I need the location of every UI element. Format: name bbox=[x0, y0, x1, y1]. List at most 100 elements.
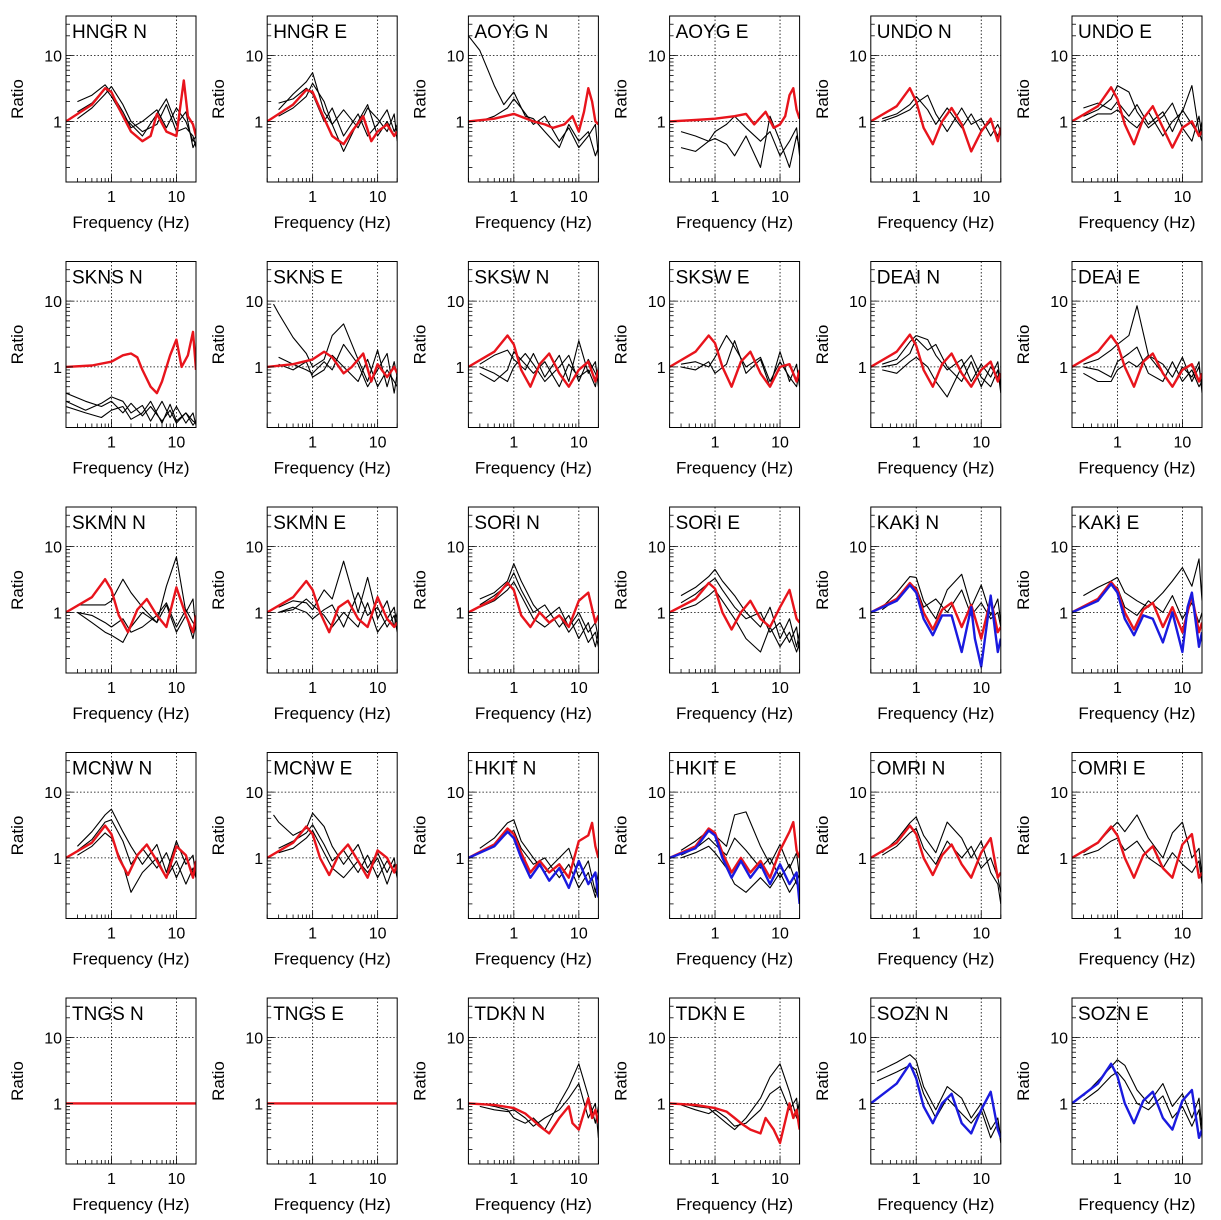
red-curve bbox=[1072, 825, 1202, 879]
y-axis-label: Ratio bbox=[209, 816, 228, 856]
x-tick-label: 10 bbox=[972, 189, 990, 206]
x-axis-label: Frequency (Hz) bbox=[676, 213, 793, 232]
panel-title: OMRI N bbox=[877, 759, 946, 780]
panel: 1 10 1 10 Frequency (Hz) Ratio SKNS N bbox=[8, 261, 197, 478]
observed-curve bbox=[680, 115, 800, 168]
panel-title: AOYG E bbox=[676, 22, 749, 43]
observed-curve bbox=[479, 563, 599, 639]
x-tick-label: 1 bbox=[1113, 1171, 1122, 1188]
y-tick-label: 10 bbox=[1050, 1031, 1068, 1048]
x-tick-label: 1 bbox=[711, 680, 720, 697]
y-tick-label: 1 bbox=[53, 851, 62, 868]
observed-curve bbox=[278, 82, 398, 152]
red-curve bbox=[66, 79, 196, 143]
curves bbox=[267, 812, 398, 885]
red-curve bbox=[267, 825, 398, 879]
observed-curve bbox=[680, 837, 800, 885]
x-tick-label: 10 bbox=[168, 189, 186, 206]
red-curve bbox=[870, 87, 1001, 153]
y-tick-label: 1 bbox=[858, 360, 867, 377]
red-curve bbox=[1072, 86, 1202, 149]
y-axis-label: Ratio bbox=[1014, 816, 1033, 856]
x-tick-label: 10 bbox=[168, 435, 186, 452]
x-tick-label: 1 bbox=[308, 926, 317, 943]
y-tick-label: 10 bbox=[245, 1031, 263, 1048]
y-tick-label: 10 bbox=[849, 785, 867, 802]
x-tick-label: 1 bbox=[107, 926, 116, 943]
panel-title: SOZN E bbox=[1078, 1004, 1149, 1025]
panel: 1 10 1 10 Frequency (Hz) Ratio OMRI N bbox=[813, 752, 1002, 969]
y-tick-label: 1 bbox=[53, 1096, 62, 1113]
x-tick-label: 1 bbox=[1113, 926, 1122, 943]
panel: 1 10 1 10 Frequency (Hz) Ratio MCNW E bbox=[209, 752, 398, 969]
panel: 1 10 1 10 Frequency (Hz) Ratio TNGS N bbox=[8, 997, 197, 1214]
x-axis-label: Frequency (Hz) bbox=[676, 950, 793, 969]
observed-curve bbox=[278, 72, 398, 142]
x-tick-label: 1 bbox=[308, 1171, 317, 1188]
observed-curve bbox=[1083, 101, 1202, 137]
observed-curve bbox=[1083, 558, 1202, 608]
curves bbox=[66, 556, 196, 643]
observed-curve bbox=[278, 87, 398, 137]
x-axis-label: Frequency (Hz) bbox=[676, 459, 793, 478]
curves bbox=[669, 811, 800, 905]
panel: 1 10 1 10 Frequency (Hz) Ratio SKNS E bbox=[209, 261, 398, 478]
y-axis-label: Ratio bbox=[410, 1061, 429, 1101]
y-axis-label: Ratio bbox=[813, 816, 832, 856]
curves bbox=[468, 1063, 599, 1138]
x-tick-label: 10 bbox=[1174, 680, 1192, 697]
x-axis-label: Frequency (Hz) bbox=[72, 213, 189, 232]
x-tick-label: 1 bbox=[509, 189, 518, 206]
y-tick-label: 1 bbox=[858, 851, 867, 868]
y-axis-label: Ratio bbox=[813, 1061, 832, 1101]
x-tick-label: 1 bbox=[107, 189, 116, 206]
x-tick-label: 1 bbox=[308, 189, 317, 206]
x-tick-label: 10 bbox=[369, 435, 387, 452]
y-tick-label: 1 bbox=[1059, 605, 1068, 622]
x-tick-label: 10 bbox=[1174, 926, 1192, 943]
curves bbox=[669, 568, 800, 653]
observed-curve bbox=[881, 827, 1001, 893]
x-tick-label: 1 bbox=[107, 435, 116, 452]
y-tick-label: 1 bbox=[455, 114, 464, 131]
y-tick-label: 10 bbox=[648, 785, 666, 802]
x-axis-label: Frequency (Hz) bbox=[877, 1195, 994, 1214]
y-tick-label: 1 bbox=[858, 114, 867, 131]
panel: 1 10 1 10 Frequency (Hz) Ratio TDKN E bbox=[612, 997, 801, 1214]
red-curve bbox=[870, 333, 1001, 388]
x-tick-label: 10 bbox=[771, 189, 789, 206]
y-tick-label: 10 bbox=[245, 294, 263, 311]
curves bbox=[870, 573, 1001, 668]
panel: 1 10 1 10 Frequency (Hz) Ratio UNDO N bbox=[813, 15, 1002, 232]
panel: 1 10 1 10 Frequency (Hz) Ratio UNDO E bbox=[1014, 15, 1203, 232]
y-axis-label: Ratio bbox=[612, 325, 631, 365]
red-curve bbox=[66, 824, 196, 879]
panel-title: SKMN N bbox=[72, 513, 146, 534]
y-tick-label: 10 bbox=[44, 540, 62, 557]
red-curve bbox=[669, 1102, 800, 1145]
panel-title: MCNW N bbox=[72, 759, 152, 780]
y-axis-label: Ratio bbox=[813, 570, 832, 610]
y-tick-label: 1 bbox=[657, 605, 666, 622]
curves bbox=[669, 1063, 800, 1145]
y-tick-label: 1 bbox=[657, 1096, 666, 1113]
panel-title: SORI N bbox=[474, 513, 539, 534]
observed-curve bbox=[1083, 837, 1202, 885]
panel-title: SKSW E bbox=[676, 268, 750, 289]
panel-title: SKMN E bbox=[273, 513, 346, 534]
y-tick-label: 10 bbox=[849, 294, 867, 311]
y-tick-label: 10 bbox=[245, 785, 263, 802]
curves bbox=[267, 72, 398, 152]
x-tick-label: 10 bbox=[771, 435, 789, 452]
y-axis-label: Ratio bbox=[8, 79, 27, 119]
x-axis-label: Frequency (Hz) bbox=[877, 213, 994, 232]
x-tick-label: 1 bbox=[711, 926, 720, 943]
y-tick-label: 1 bbox=[1059, 360, 1068, 377]
panel: 1 10 1 10 Frequency (Hz) Ratio KAKI N bbox=[813, 506, 1002, 723]
x-tick-label: 10 bbox=[1174, 435, 1192, 452]
red-curve bbox=[267, 88, 398, 146]
panel-title: OMRI E bbox=[1078, 759, 1146, 780]
observed-curve bbox=[680, 1063, 800, 1131]
observed-curve bbox=[882, 354, 1001, 398]
